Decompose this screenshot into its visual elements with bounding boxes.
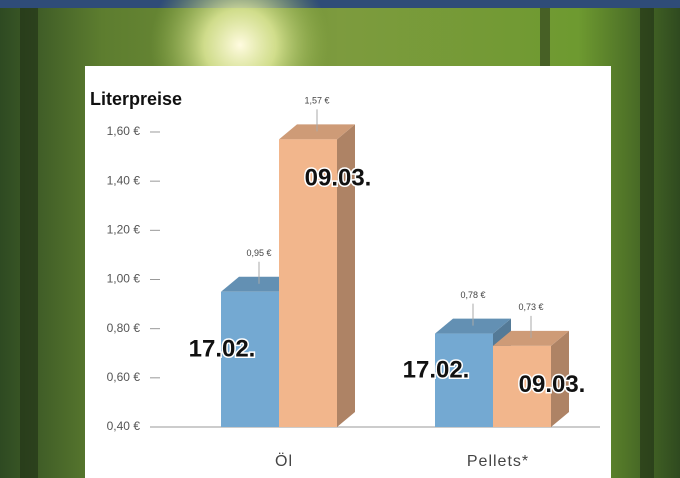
value-label: 0,95 €	[246, 248, 271, 258]
x-tick-label: Pellets*	[467, 453, 529, 470]
chart: Literpreise 0,40 € 0,60 € 0,80 € 1,00 € 1,20…	[0, 0, 680, 478]
x-tick-label: Öl	[275, 452, 293, 470]
y-tick-label: 0,80 €	[107, 321, 141, 335]
value-label: 1,57 €	[304, 96, 329, 106]
tree-trunk	[20, 8, 38, 478]
value-label: 0,73 €	[518, 302, 543, 312]
y-tick-label: 1,60 €	[107, 124, 141, 138]
y-tick-label: 1,00 €	[107, 272, 141, 286]
top-bar	[0, 0, 680, 8]
tree-trunk	[640, 8, 654, 478]
value-label: 0,78 €	[460, 290, 485, 300]
y-tick-label: 0,40 €	[107, 419, 141, 433]
chart-title: Literpreise	[90, 89, 182, 109]
series-label: 09.03.	[305, 165, 372, 192]
series-label: 09.03.	[519, 371, 586, 398]
y-tick-label: 1,20 €	[107, 222, 141, 236]
y-tick-label: 1,40 €	[107, 173, 141, 187]
series-label: 17.02.	[189, 336, 256, 363]
y-tick-label: 0,60 €	[107, 370, 141, 384]
series-label: 17.02.	[403, 357, 470, 384]
